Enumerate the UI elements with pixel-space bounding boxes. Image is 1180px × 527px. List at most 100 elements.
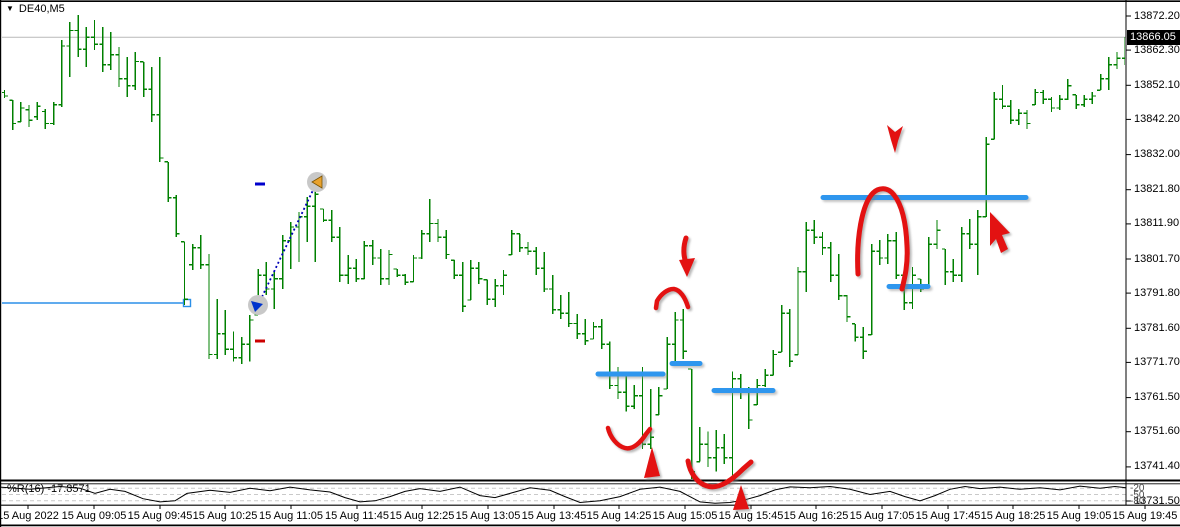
price-axis-label: 13872.20: [1134, 9, 1180, 22]
time-axis-label: 15 Aug 17:05: [849, 510, 915, 522]
price-axis-label: 13821.80: [1134, 183, 1180, 196]
ohlc-bar: [17, 101, 25, 123]
ohlc-bar: [336, 227, 344, 282]
time-axis-label: 15 Aug 11:05: [258, 510, 324, 522]
ohlc-bar: [631, 384, 638, 409]
ohlc-bar: [99, 27, 107, 73]
ohlc-bar: [451, 259, 458, 279]
ohlc-bar: [344, 254, 352, 284]
ohlc-bar: [1023, 110, 1031, 130]
ohlc-bar: [565, 291, 573, 327]
ohlc-bar: [892, 231, 900, 279]
ohlc-bar: [1121, 37, 1125, 65]
ohlc-bar: [140, 61, 147, 97]
exit-triangle-icon: [311, 175, 323, 189]
time-axis-label: 15 Aug 13:45: [521, 510, 587, 522]
ohlc-bar: [205, 253, 213, 359]
ohlc-bar: [500, 270, 507, 295]
ohlc-bar: [164, 161, 172, 202]
ohlc-bar: [238, 336, 246, 364]
ohlc-bar: [459, 261, 466, 312]
ohlc-bar: [189, 243, 196, 270]
ohlc-bar: [107, 31, 115, 71]
time-axis-label: 15 Aug 09:45: [127, 510, 193, 522]
ohlc-bar: [581, 319, 589, 345]
ohlc-bar: [639, 366, 646, 449]
ohlc-bar: [868, 243, 875, 336]
ohlc-bar: [786, 309, 794, 367]
ohlc-bar: [1040, 90, 1047, 104]
ohlc-bar: [279, 234, 286, 289]
ohlc-bar: [230, 331, 237, 362]
ohlc-bar: [2, 90, 8, 98]
time-axis-label: 15 Aug 2022: [0, 510, 59, 522]
ohlc-bar: [851, 323, 859, 342]
ohlc-bar: [598, 319, 605, 349]
ohlc-bar: [401, 273, 409, 285]
ohlc-bar: [311, 183, 319, 262]
ohlc-bar: [1031, 89, 1039, 106]
ohlc-bar: [827, 241, 835, 282]
symbol-label-box: ▼ DE40,M5: [6, 3, 65, 15]
ohlc-bar: [516, 233, 524, 252]
time-axis-label: 15 Aug 11:45: [324, 510, 390, 522]
ohlc-bar: [745, 386, 753, 429]
ohlc-bar: [74, 15, 82, 57]
ohlc-bar: [810, 220, 818, 244]
ohlc-bar: [1064, 79, 1072, 101]
ohlc-bar: [222, 310, 229, 355]
time-axis-label: 15 Aug 17:45: [915, 510, 981, 522]
ohlc-bar: [491, 279, 499, 307]
ohlc-bar: [369, 240, 376, 265]
ohlc-bar: [950, 259, 957, 282]
percent-r-line: [0, 485, 1127, 504]
ohlc-bar: [418, 230, 426, 259]
ohlc-bar: [1007, 100, 1014, 124]
tp-dash-marker: [255, 182, 265, 186]
price-axis-label: 13832.00: [1134, 148, 1180, 161]
time-axis-label: 15 Aug 13:05: [455, 510, 521, 522]
ohlc-bar: [1080, 94, 1088, 107]
trade-dashed-trendline[interactable]: [259, 185, 316, 302]
ohlc-bar: [328, 210, 336, 242]
price-axis-label: 13761.50: [1134, 391, 1180, 404]
ohlc-bar: [982, 137, 990, 218]
ohlc-bar: [778, 304, 785, 353]
ohlc-bar: [941, 248, 949, 285]
ohlc-bar: [860, 326, 867, 359]
price-axis-label: 13791.80: [1134, 286, 1180, 299]
dropdown-triangle-icon[interactable]: ▼: [6, 4, 14, 13]
ohlc-bar: [295, 211, 303, 262]
price-axis-label: 13771.70: [1134, 355, 1180, 368]
price-axis-label: 13731.50: [1134, 494, 1180, 507]
ohlc-bar: [475, 261, 483, 284]
ohlc-bar: [819, 231, 826, 255]
ohlc-bar: [1072, 94, 1080, 110]
ohlc-bar: [91, 20, 98, 51]
ohlc-bar: [999, 84, 1006, 110]
ohlc-bar: [761, 369, 769, 387]
ohlc-bar: [876, 240, 884, 265]
time-axis-label: 15 Aug 14:25: [586, 510, 652, 522]
ohlc-bar: [990, 91, 998, 140]
current-price-tag: 13866.05: [1127, 29, 1180, 45]
ohlc-bar: [1048, 97, 1055, 112]
ohlc-bar: [541, 251, 548, 292]
ohlc-bar: [82, 27, 90, 67]
ohlc-bar: [696, 426, 704, 463]
time-axis-label: 15 Aug 15:05: [652, 510, 718, 522]
indicator-panel: [0, 485, 1127, 504]
ohlc-bar: [123, 57, 131, 97]
ohlc-bar: [1105, 57, 1113, 91]
ohlc-bar: [704, 431, 712, 467]
ohlc-bar: [622, 371, 630, 412]
time-axis-label: 15 Aug 18:25: [980, 510, 1046, 522]
ohlc-bar: [246, 314, 254, 362]
ohlc-bar: [835, 253, 843, 300]
ohlc-bar: [573, 313, 581, 339]
time-axis-label: 15 Aug 15:45: [718, 510, 784, 522]
ohlc-bar: [1015, 109, 1023, 125]
ohlc-bar: [66, 21, 74, 77]
